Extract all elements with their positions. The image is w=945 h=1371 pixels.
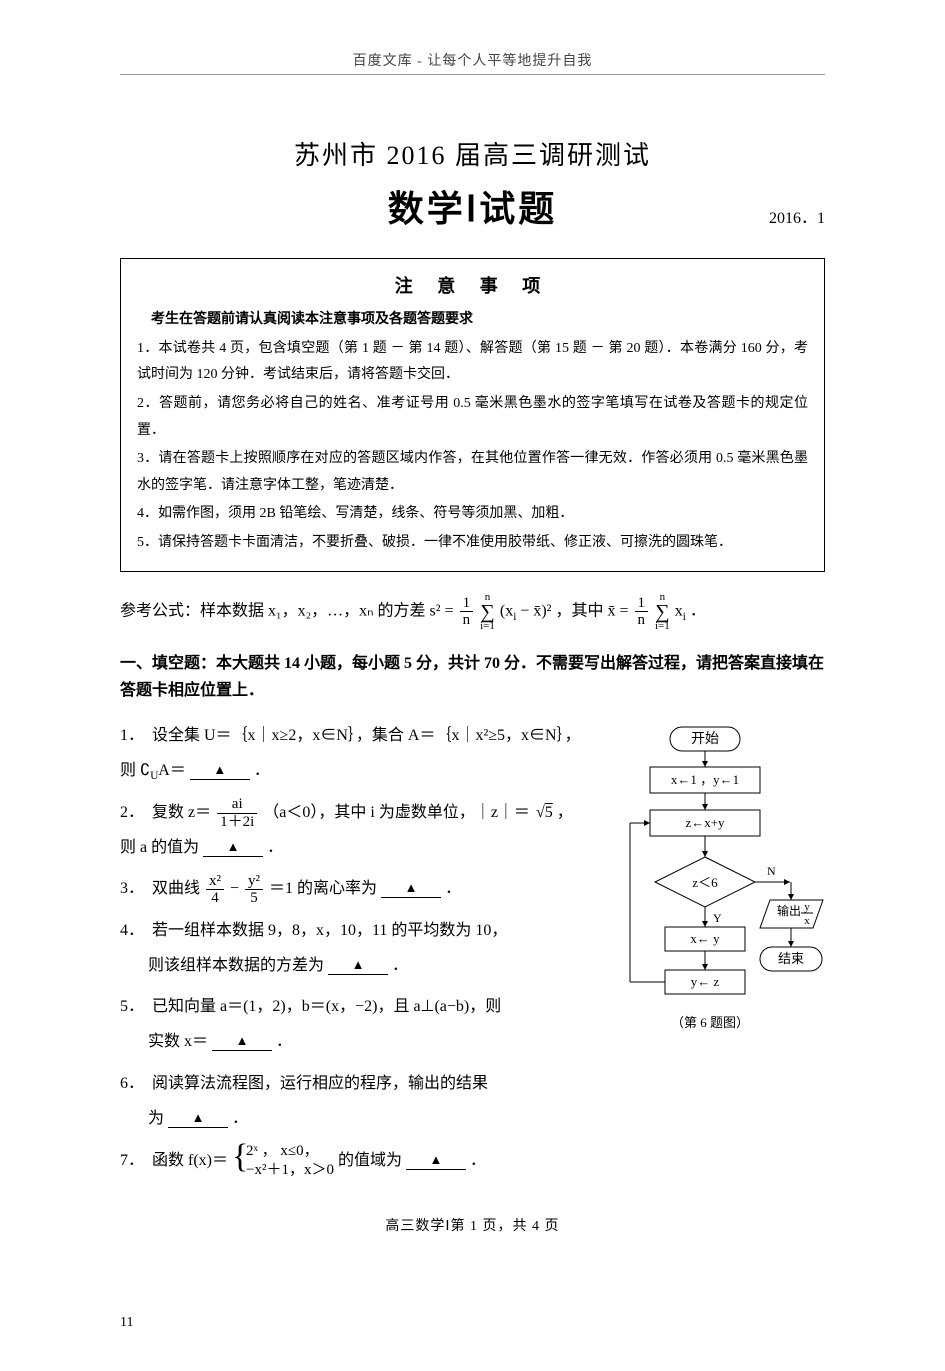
exam-title: 苏州市 2016 届高三调研测试 bbox=[120, 135, 825, 172]
q3-text-a: 双曲线 bbox=[152, 880, 204, 897]
notice-box: 注 意 事 项 考生在答题前请认真阅读本注意事项及各题答题要求 1．本试卷共 4… bbox=[120, 258, 825, 572]
answer-blank bbox=[381, 881, 441, 898]
svg-text:N: N bbox=[767, 864, 776, 878]
question-5: 5． 已知向量 a＝(1，2)，b＝(x，−2)，且 a⊥(a−b)，则 实数 … bbox=[120, 989, 583, 1059]
q4-text-b: 则该组样本数据的方差为 bbox=[148, 957, 324, 974]
svg-text:x: x bbox=[804, 915, 810, 927]
question-list: 1． 设全集 U＝｛x｜x≥2，x∈N｝，集合 A＝｛x｜x²≥5，x∈N｝，则… bbox=[120, 718, 583, 1187]
section-heading: 一、填空题：本大题共 14 小题，每小题 5 分，共计 70 分．不需要写出解答… bbox=[120, 650, 825, 704]
q2-sqrt: 5 bbox=[545, 804, 553, 821]
svg-text:Y: Y bbox=[713, 911, 722, 925]
notice-item: 2．答题前，请您务必将自己的姓名、准考证号用 0.5 毫米黑色墨水的签字笔填写在… bbox=[137, 391, 808, 444]
q3-text-b: ＝1 的离心率为 bbox=[269, 880, 377, 897]
notice-heading: 注 意 事 项 bbox=[137, 269, 808, 303]
q3-text-c: ． bbox=[445, 880, 461, 897]
svg-text:开始: 开始 bbox=[691, 731, 719, 747]
notice-item: 5．请保持答题卡卡面清洁，不要折叠、破损．一律不准使用胶带纸、修正液、可擦洗的圆… bbox=[137, 530, 808, 557]
page-footer: 高三数学Ⅰ第 1 页，共 4 页 bbox=[120, 1215, 825, 1235]
question-3: 3． 双曲线 x²4 − y²5 ＝1 的离心率为 ． bbox=[120, 871, 583, 906]
q2-text-a: 复数 z＝ bbox=[152, 804, 211, 821]
q7-text-b: 的值域为 bbox=[338, 1152, 402, 1169]
q3-f2u: y² bbox=[245, 873, 263, 891]
q6-text-c: ． bbox=[232, 1110, 248, 1127]
question-4: 4． 若一组样本数据 9，8，x，10，11 的平均数为 10， 则该组样本数据… bbox=[120, 913, 583, 983]
q7-text-a: 函数 f(x)＝ bbox=[152, 1152, 228, 1169]
q5-text-c: ． bbox=[276, 1033, 292, 1050]
answer-blank bbox=[168, 1111, 228, 1128]
q2-text-d: ． bbox=[267, 839, 283, 856]
question-6: 6． 阅读算法流程图，运行相应的程序，输出的结果 为 ． bbox=[120, 1066, 583, 1136]
svg-text:x←1 ，y←1: x←1 ，y←1 bbox=[671, 772, 739, 787]
q2-frac-up: ai bbox=[217, 796, 257, 814]
svg-text:输出: 输出 bbox=[777, 903, 801, 918]
notice-item: 4．如需作图，须用 2B 铅笔绘、写清楚，线条、符号等须加黑、加粗． bbox=[137, 501, 808, 528]
q4-text-c: ． bbox=[392, 957, 408, 974]
notice-item: 3．请在答题卡上按照顺序在对应的答题区域内作答，在其他位置作答一律无效．作答必须… bbox=[137, 446, 808, 499]
formula-mid: ，其中 bbox=[555, 602, 607, 619]
q7-piece1: 2ˣ ， x≤0， bbox=[246, 1142, 334, 1162]
q3-f1d: 4 bbox=[206, 890, 224, 907]
answer-blank bbox=[406, 1153, 466, 1170]
svg-text:（第 6 题图）: （第 6 题图） bbox=[671, 1015, 749, 1030]
site-header: 百度文库 - 让每个人平等地提升自我 bbox=[120, 50, 825, 75]
q5-text-b: 实数 x＝ bbox=[148, 1033, 208, 1050]
answer-blank bbox=[212, 1034, 272, 1051]
q7-piece2: −x²＋1，x＞0 bbox=[246, 1161, 334, 1181]
question-7: 7． 函数 f(x)＝ 2ˣ ， x≤0， −x²＋1，x＞0 的值域为 ． bbox=[120, 1142, 583, 1181]
q5-text-a: 已知向量 a＝(1，2)，b＝(x，−2)，且 a⊥(a−b)，则 bbox=[152, 998, 501, 1015]
q6-text-b: 为 bbox=[148, 1110, 164, 1127]
svg-text:y← z: y← z bbox=[691, 974, 720, 989]
notice-item: 1．本试卷共 4 页，包含填空题（第 1 题 － 第 14 题）、解答题（第 1… bbox=[137, 336, 808, 389]
q1-text-c: ． bbox=[254, 762, 270, 779]
notice-subheading: 考生在答题前请认真阅读本注意事项及各题答题要求 bbox=[137, 307, 808, 334]
svg-text:y: y bbox=[804, 901, 810, 913]
svg-text:结束: 结束 bbox=[778, 951, 804, 966]
formula-prefix: 参考公式：样本数据 x₁，x₂，…，xₙ 的方差 bbox=[120, 602, 430, 619]
flowchart: 开始 x←1 ，y←1 z←x+y z＜6 N 输出 y bbox=[595, 722, 825, 1082]
formula-end: ． bbox=[690, 602, 706, 619]
svg-text:z←x+y: z←x+y bbox=[685, 815, 725, 830]
q6-text-a: 阅读算法流程图，运行相应的程序，输出的结果 bbox=[152, 1075, 488, 1092]
page-number: 11 bbox=[120, 1315, 825, 1331]
question-1: 1． 设全集 U＝｛x｜x≥2，x∈N｝，集合 A＝｛x｜x²≥5，x∈N｝，则… bbox=[120, 718, 583, 789]
q3-f1u: x² bbox=[206, 873, 224, 891]
q2-frac-dn: 1＋2i bbox=[217, 814, 257, 831]
piecewise-function: 2ˣ ， x≤0， −x²＋1，x＞0 bbox=[232, 1142, 334, 1181]
paper-title: 数学Ⅰ试题 bbox=[388, 180, 558, 232]
exam-date: 2016．1 bbox=[769, 204, 825, 228]
svg-text:x← y: x← y bbox=[690, 931, 720, 946]
answer-blank bbox=[190, 763, 250, 780]
svg-text:z＜6: z＜6 bbox=[692, 875, 718, 890]
reference-formula: 参考公式：样本数据 x₁，x₂，…，xₙ 的方差 s² = 1n n∑i=1 (… bbox=[120, 592, 825, 632]
q3-f2d: 5 bbox=[245, 890, 263, 907]
answer-blank bbox=[328, 958, 388, 975]
q1-text-b: A＝ bbox=[158, 762, 186, 779]
q4-text-a: 若一组样本数据 9，8，x，10，11 的平均数为 10， bbox=[152, 922, 507, 939]
q2-text-b: （a＜0），其中 i 为虚数单位，｜z｜＝ bbox=[263, 804, 530, 821]
answer-blank bbox=[203, 840, 263, 857]
q7-text-c: ． bbox=[470, 1152, 486, 1169]
question-2: 2． 复数 z＝ ai1＋2i （a＜0），其中 i 为虚数单位，｜z｜＝ 5 … bbox=[120, 795, 583, 866]
